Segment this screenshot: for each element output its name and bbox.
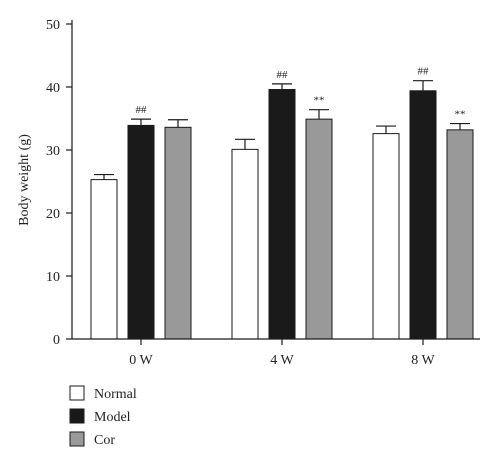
x-tick-label-0: 0 W: [129, 353, 153, 368]
significance-mark-model-1: ##: [277, 69, 289, 81]
bars-layer: [90, 89, 474, 340]
legend-swatch-normal: [69, 385, 85, 401]
legend-swatch-model: [69, 408, 85, 424]
bar-normal-1: [231, 148, 259, 340]
significance-mark-model-2: ##: [418, 66, 430, 78]
legend-label-cor: Cor: [94, 433, 115, 448]
bar-cor-2: [446, 129, 474, 340]
significance-mark-cor-2: **: [455, 109, 466, 121]
legend-swatch-cor: [69, 431, 85, 447]
y-ticks: 0 10 20 30 40 50: [46, 18, 72, 348]
significance-mark-model-0: ##: [136, 104, 148, 116]
bar-cor-1: [305, 118, 333, 340]
bar-normal-2: [372, 133, 400, 340]
y-tick-label-0: 0: [53, 333, 60, 348]
y-tick-label-10: 10: [46, 270, 60, 285]
x-tick-label-2: 8 W: [411, 353, 435, 368]
y-axis-title: Body weight (g): [17, 134, 32, 226]
bar-cor-0: [164, 126, 192, 340]
axes: [71, 20, 480, 340]
bar-model-1: [268, 89, 296, 340]
x-ticks: 0 W 4 W 8 W: [129, 339, 436, 368]
bar-normal-0: [90, 179, 118, 340]
bar-model-2: [409, 90, 437, 340]
y-tick-label-30: 30: [46, 144, 60, 159]
y-tick-label-40: 40: [46, 81, 60, 96]
x-tick-label-1: 4 W: [270, 353, 294, 368]
legend-label-model: Model: [94, 410, 131, 425]
significance-annotations: ## ## ** ## **: [136, 66, 466, 121]
error-bars-layer: [94, 80, 470, 180]
bar-model-0: [127, 124, 155, 340]
y-tick-label-20: 20: [46, 207, 60, 222]
significance-mark-cor-1: **: [314, 95, 325, 107]
legend: Normal Model Cor: [69, 385, 137, 448]
y-tick-label-50: 50: [46, 18, 60, 33]
legend-label-normal: Normal: [94, 387, 137, 402]
